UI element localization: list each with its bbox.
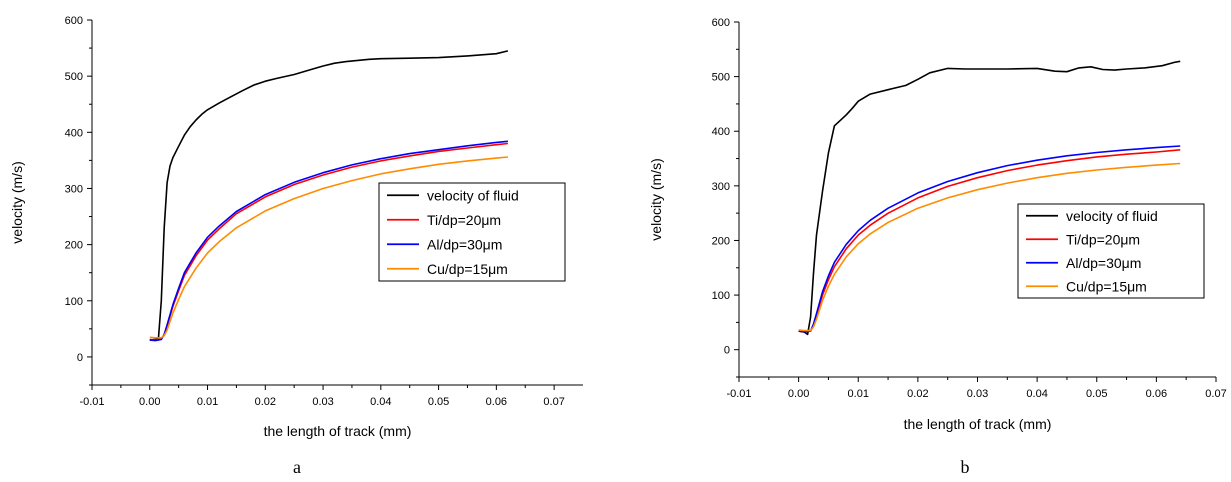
x-tick-label: 0.07: [543, 396, 564, 408]
x-tick-label: 0.00: [788, 388, 809, 400]
x-tick-label: 0.04: [370, 396, 391, 408]
y-tick-label: 0: [724, 345, 730, 357]
legend-label: Cu/dp=15μm: [1066, 278, 1147, 294]
x-tick-label: 0.02: [255, 396, 276, 408]
x-tick-label: 0.06: [486, 396, 507, 408]
legend-label: Ti/dp=20μm: [1066, 231, 1140, 247]
x-tick-label: 0.07: [1205, 388, 1226, 400]
y-tick-label: 0: [77, 352, 83, 364]
x-tick-label: 0.04: [1026, 388, 1047, 400]
legend-label: Cu/dp=15μm: [427, 261, 508, 277]
panel-label: a: [293, 457, 301, 477]
x-tick-label: -0.01: [726, 388, 751, 400]
legend-box: [378, 182, 566, 282]
x-tick-label: 0.03: [967, 388, 988, 400]
y-tick-label: 400: [712, 126, 730, 138]
y-tick-label: 100: [65, 296, 83, 308]
x-tick-label: 0.01: [848, 388, 869, 400]
line-chart-a: -0.01 0.00 0.01 0.02 0.03 0.04 0.05 0.06 0.07 0 10…: [9, 15, 583, 477]
x-tick-label: 0.00: [139, 396, 160, 408]
y-tick-label: 300: [65, 183, 83, 195]
legend-label: Ti/dp=20μm: [427, 212, 501, 228]
x-tick-label: -0.01: [79, 396, 104, 408]
x-tick-label: 0.02: [907, 388, 928, 400]
x-axis-title: the length of track (mm): [264, 423, 412, 439]
line-chart-b: -0.01 0.00 0.01 0.02 0.03 0.04 0.05 0.06 0.07 0 10…: [648, 17, 1227, 477]
y-tick-label: 500: [712, 72, 730, 84]
y-tick-label: 400: [65, 127, 83, 139]
legend-box: [1017, 203, 1205, 299]
y-axis-title: velocity (m/s): [648, 158, 664, 240]
y-tick-label: 300: [712, 181, 730, 193]
legend-label: velocity of fluid: [427, 187, 519, 203]
x-tick-label: 0.03: [312, 396, 333, 408]
legend-label: Al/dp=30μm: [427, 236, 502, 252]
y-axis-title: velocity (m/s): [9, 161, 25, 243]
y-tick-label: 100: [712, 290, 730, 302]
y-tick-label: 600: [65, 15, 83, 27]
y-tick-label: 600: [712, 17, 730, 29]
series-line-3: [798, 145, 1181, 333]
series-line-1: [149, 50, 509, 341]
x-tick-label: 0.05: [1086, 388, 1107, 400]
x-axis-title: the length of track (mm): [904, 416, 1052, 432]
series-line-4: [798, 162, 1181, 332]
series-line-1: [798, 60, 1181, 336]
series-line-4: [149, 156, 508, 339]
panel-label: b: [961, 457, 970, 477]
y-tick-label: 200: [65, 240, 83, 252]
legend-label: Al/dp=30μm: [1066, 255, 1141, 271]
legend-label: velocity of fluid: [1066, 208, 1158, 224]
y-tick-label: 200: [712, 235, 730, 247]
x-tick-label: 0.05: [428, 396, 449, 408]
chart-panel-b: -0.01 0.00 0.01 0.02 0.03 0.04 0.05 0.06 0.07 0 10…: [648, 0, 1231, 482]
series-line-3: [149, 140, 508, 342]
y-tick-label: 500: [65, 71, 83, 83]
x-tick-label: 0.06: [1146, 388, 1167, 400]
chart-panel-a: -0.01 0.00 0.01 0.02 0.03 0.04 0.05 0.06 0.07 0 10…: [0, 0, 600, 482]
x-tick-label: 0.01: [197, 396, 218, 408]
